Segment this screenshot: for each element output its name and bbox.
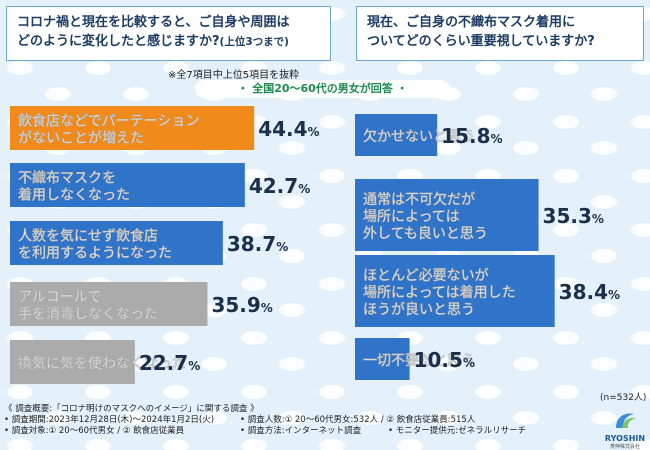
left-bar-3 xyxy=(10,282,208,326)
logo-sub: 菱伸株式会社 xyxy=(609,444,640,450)
right-category-label-2-0: ほとんど必要ないが xyxy=(363,267,490,284)
question-right-line2: ついてどのくらい重要視していますか? xyxy=(367,34,595,49)
right-value-label-1: 35.3% xyxy=(543,204,604,228)
footer-people: • 調査人数:① 20〜60代男女:532人 / ② 飲食店従業員:515人 xyxy=(240,415,476,425)
logo-text: RYOSHIN xyxy=(604,434,646,443)
right-value-label-0: 15.8% xyxy=(441,124,502,148)
left-bar-1 xyxy=(10,163,245,207)
left-value-label-2: 38.7% xyxy=(227,232,288,256)
left-category-label-4-0: 換気に気を使わなくなった xyxy=(18,355,186,372)
right-category-label-1-0: 通常は不可欠だが xyxy=(363,191,476,208)
left-value-label-4: 22.7% xyxy=(139,351,200,375)
left-value-label-3: 35.9% xyxy=(211,293,272,317)
sample-size: (n=532人) xyxy=(600,393,647,403)
left-bar-2 xyxy=(10,221,223,265)
note: ※全7項目中上位5項目を抜粋 xyxy=(168,70,300,81)
right-category-label-0-0: 欠かせないと思う xyxy=(363,128,475,145)
left-category-label-1-0: 不織布マスクを xyxy=(18,170,116,187)
right-value-label-2: 38.4% xyxy=(559,280,620,304)
right-category-label-1-1: 場所によっては xyxy=(363,208,460,225)
question-left-line2: どのように変化したと感じますか? xyxy=(17,34,220,49)
right-bar-0 xyxy=(355,114,438,156)
logo-icon xyxy=(616,413,636,428)
survey-footer: 《 調査概要:「コロナ明けのマスクへのイメージ」に関する調査 》 • 調査期間:… xyxy=(4,404,604,437)
right-category-label-1-2: 外しても良いと思う xyxy=(363,225,488,242)
question-left-line1: コロナ禍と現在を比較すると、ご自身や周囲は xyxy=(17,15,290,30)
left-value-label-0: 44.4% xyxy=(258,117,319,141)
right-bar-2 xyxy=(355,255,555,327)
left-value-label-1: 42.7% xyxy=(249,174,310,198)
left-category-label-2-0: 人数を気にせず飲食店 xyxy=(18,228,158,245)
footer-provider: • モニター提供元:ゼネラルリサーチ xyxy=(388,426,527,436)
footer-method: • 調査方法:インターネット調査 xyxy=(240,426,362,436)
left-bar-0 xyxy=(10,106,255,150)
right-bar-3 xyxy=(355,338,410,380)
right-category-label-2-2: ほうが良いと思う xyxy=(363,301,475,318)
right-category-label-3-0: 一切不要だと思う xyxy=(363,353,475,369)
left-category-label-0-1: がないことが増えた xyxy=(18,130,144,147)
footer-period: • 調査期間:2023年12月28日(木)〜2024年1月2日(火) xyxy=(4,415,215,425)
left-category-label-0-0: 飲食店などでパーテーション xyxy=(17,113,199,130)
left-category-label-3-0: アルコールで xyxy=(18,290,102,306)
left-category-label-2-1: を利用するようになった xyxy=(18,245,172,262)
question-left: コロナ禍と現在を比較すると、ご自身や周囲は どのように変化したと感じますか?(上… xyxy=(6,6,331,61)
subtitle: ・ 全国20〜60代の男女が回答 ・ xyxy=(195,80,450,98)
right-bar-1 xyxy=(355,179,539,251)
left-category-label-3-1: 手を消毒しなくなった xyxy=(18,306,158,323)
left-bar-4 xyxy=(10,340,135,384)
left-category-label-1-1: 着用しなくなった xyxy=(17,187,130,204)
question-right: 現在、ご自身の不織布マスク着用に ついてどのくらい重要視していますか? xyxy=(356,6,644,61)
right-category-label-2-1: 場所によっては着用した xyxy=(363,284,516,301)
footer-title: 《 調査概要:「コロナ明けのマスクへのイメージ」に関する調査 》 xyxy=(4,404,259,414)
question-right-line1: 現在、ご自身の不織布マスク着用に xyxy=(367,15,576,30)
question-left-suffix: (上位3つまで) xyxy=(219,36,289,48)
right-value-label-3: 10.5% xyxy=(414,348,475,372)
company-logo: RYOSHIN 菱伸株式会社 xyxy=(604,410,646,450)
footer-target: • 調査対象:① 20〜60代男女 / ② 飲食店従業員 xyxy=(4,426,185,436)
